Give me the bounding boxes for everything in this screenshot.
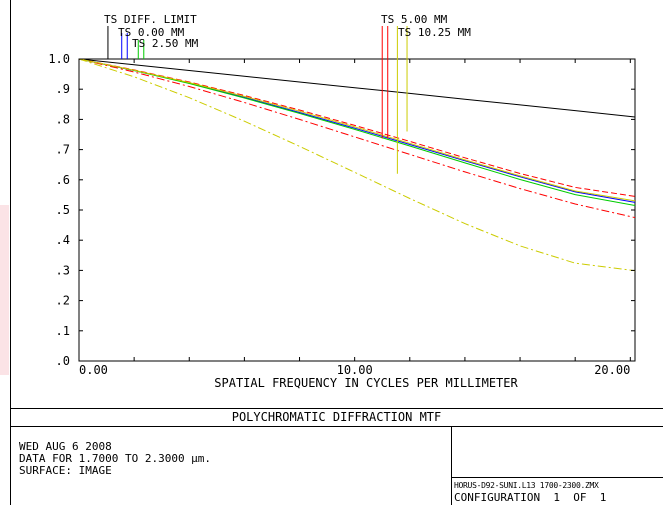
plot-frame bbox=[78, 58, 636, 362]
y-tick-label: .1 bbox=[56, 324, 70, 338]
x-tick-label: 20.00 bbox=[594, 363, 630, 377]
y-tick-label: .2 bbox=[56, 294, 70, 308]
y-tick-label: 1.0 bbox=[48, 52, 70, 66]
legend-label: TS 5.00 MM bbox=[381, 13, 448, 26]
y-tick-label: .7 bbox=[56, 143, 70, 157]
footer-title-rule bbox=[10, 426, 663, 427]
frame-left-border bbox=[10, 0, 11, 505]
x-axis-label: SPATIAL FREQUENCY IN CYCLES PER MILLIMET… bbox=[214, 376, 518, 390]
legend-label: TS 0.00 MM bbox=[118, 26, 185, 39]
y-tick-label: .4 bbox=[56, 233, 70, 247]
footer-date: WED AUG 6 2008 bbox=[19, 440, 112, 453]
y-tick-label: .9 bbox=[56, 82, 70, 96]
series-line bbox=[78, 58, 636, 202]
x-tick-label: 10.00 bbox=[337, 363, 373, 377]
axis-ticks bbox=[78, 58, 635, 362]
footer-title: POLYCHROMATIC DIFFRACTION MTF bbox=[231, 410, 442, 424]
series-line bbox=[78, 58, 636, 203]
series-line bbox=[78, 58, 636, 272]
y-tick-label: .0 bbox=[56, 354, 70, 368]
y-tick-label: .5 bbox=[56, 203, 70, 217]
legend-label: TS 2.50 MM bbox=[132, 37, 199, 50]
footer-top-rule bbox=[10, 408, 663, 409]
x-tick-label: 0.00 bbox=[79, 363, 108, 377]
legend-label: TS DIFF. LIMIT bbox=[104, 13, 197, 26]
series-line bbox=[78, 58, 636, 219]
series-lines bbox=[78, 58, 636, 272]
tick-labels: 1.0 .9 .8 .7 .6 .5 .4 .3 .2 .1 .0 0.00 10.00 20.00 bbox=[48, 52, 630, 377]
y-tick-label: .3 bbox=[56, 263, 70, 277]
footer-file-rule bbox=[451, 477, 663, 478]
footer-filename: HORUS-D92-SUNI.L13 1700-2300.ZMX bbox=[454, 481, 599, 490]
footer-surface: SURFACE: IMAGE bbox=[19, 464, 112, 477]
y-tick-label: .6 bbox=[56, 173, 70, 187]
footer-divider bbox=[451, 426, 452, 505]
y-tick-label: .8 bbox=[56, 112, 70, 126]
mtf-chart: 1.0 .9 .8 .7 .6 .5 .4 .3 .2 .1 .0 0.00 10.00 20.00 TS… bbox=[48, 13, 636, 390]
margin-strip bbox=[0, 205, 9, 375]
legend-label: TS 10.25 MM bbox=[398, 26, 471, 39]
plot-axes bbox=[78, 58, 636, 362]
footer-configuration: CONFIGURATION 1 OF 1 bbox=[454, 491, 607, 504]
footer-data-range: DATA FOR 1.7000 TO 2.3000 µm. bbox=[19, 452, 212, 465]
series-line bbox=[78, 58, 636, 206]
series-line bbox=[78, 58, 636, 118]
legend-markers bbox=[107, 26, 408, 174]
